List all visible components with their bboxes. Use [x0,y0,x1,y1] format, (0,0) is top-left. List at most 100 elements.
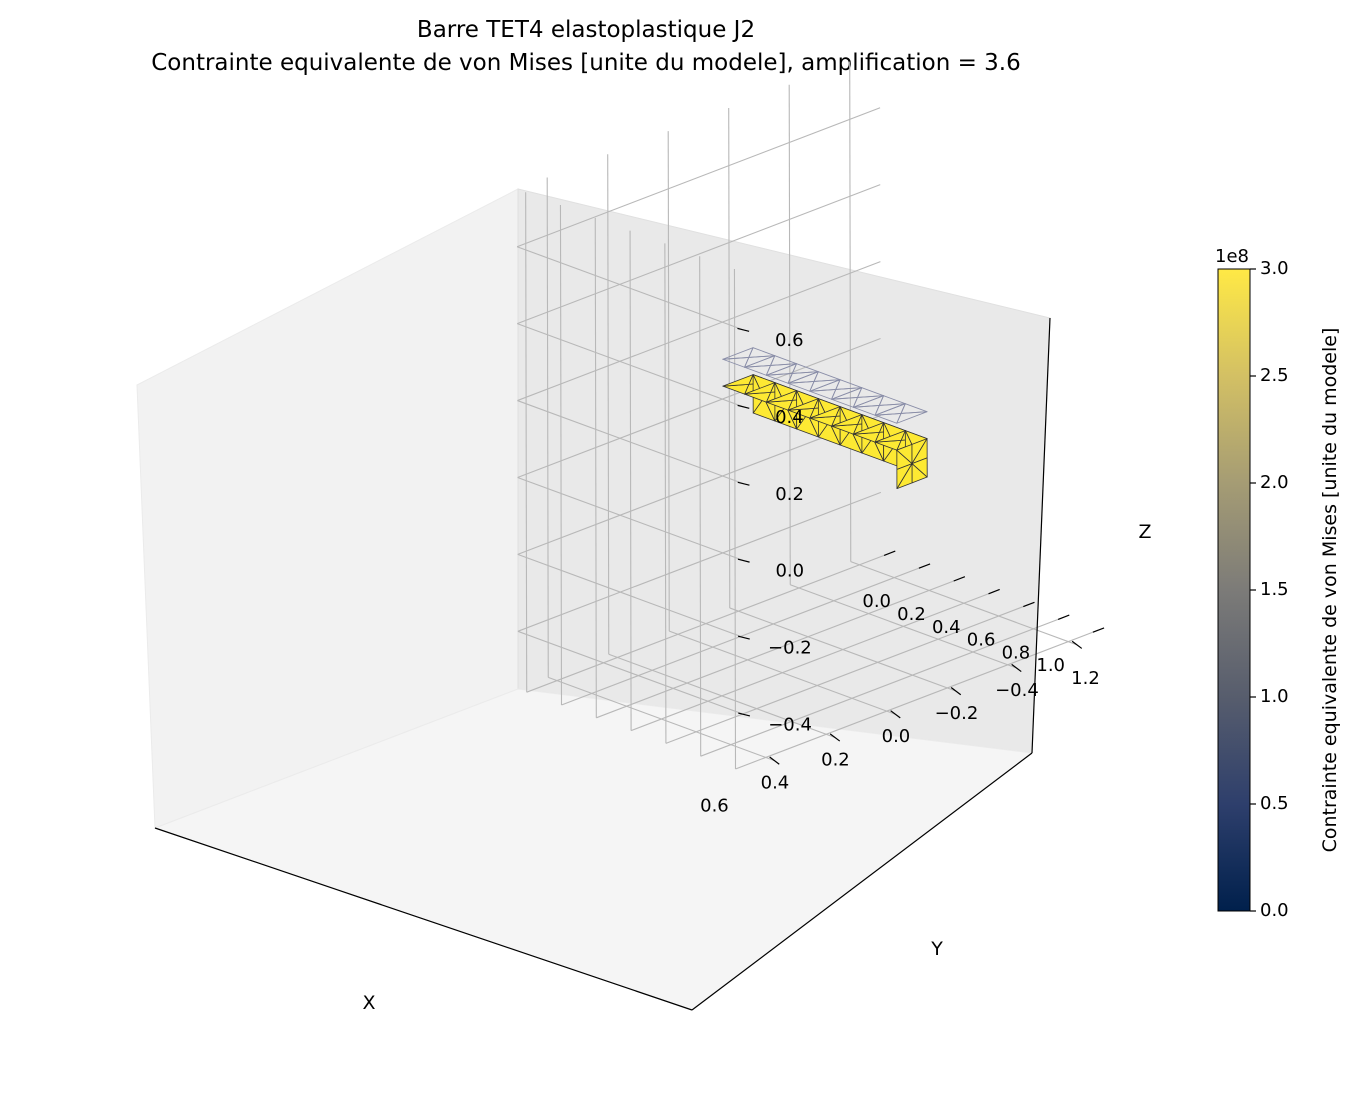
z-tick-label: 0.2 [775,484,804,505]
z-tick-mark [737,558,750,563]
colorbar-tick-label: 0.5 [1260,793,1289,814]
gridlines [516,61,1099,770]
x-axis-line [154,827,693,1011]
colorbar [1217,268,1251,912]
grid-x-back [699,256,702,757]
grid-z-back [517,323,744,408]
grid-x-floor [596,578,960,719]
grid-y-floor [729,607,957,692]
x-axis-label: X [362,992,375,1014]
grid-x-back [664,243,667,744]
z-tick-label: 0.4 [775,407,804,428]
x-tick-label: 0.6 [967,630,996,651]
grid-x-floor [735,629,1099,770]
y-tick-label: 0.0 [882,726,911,747]
grid-x-back [733,269,737,770]
chart-title-line1: Barre TET4 elastoplastique J2 [416,17,756,43]
y-ticks: −0.4 −0.2 0.0 0.2 0.4 0.6 [700,640,1083,817]
x-tick-mark [918,563,931,569]
grid-z-back [517,553,745,639]
x-tick-label: 0.4 [932,617,961,638]
y-tick-label: −0.2 [935,703,979,724]
y-tick-mark [950,687,962,696]
mesh-face-top [874,430,906,443]
mesh-face-top [765,390,797,403]
grid-y-left [546,177,549,678]
x-tick-mark [953,576,966,582]
grid-x-floor [526,552,890,693]
x-tick-label: 0.8 [1002,642,1031,663]
grid-z-back [517,400,744,485]
colorbar-ticks: 0.0 0.5 1.0 1.5 2.0 2.5 3.0 [1250,258,1289,921]
mesh-face-top [831,414,863,427]
grid-x-floor [630,591,995,732]
wire-tri [852,395,884,408]
chart-title: Barre TET4 elastoplastique J2 Contrainte… [0,14,1172,80]
grid-z-back [517,630,745,716]
y-axis-line [691,752,1033,1011]
grid-x-floor [665,603,1030,744]
z-tick-label: −0.2 [768,638,812,659]
y-tick-label: 0.6 [700,796,729,817]
x-tick-mark [1092,627,1105,633]
grid-x-back [559,205,563,706]
chart-title-line2: Contrainte equivalente de von Mises [uni… [151,50,1021,76]
z-axis-label: Z [1138,521,1151,543]
wire-tri [744,355,776,368]
colorbar-tick-label: 1.0 [1260,686,1289,707]
y-tick-mark [1071,640,1083,649]
wire-tri [722,347,754,360]
mesh-face-end [911,457,928,478]
x-tick-label: 0.0 [862,591,891,612]
z-tick-mark [737,481,750,486]
back-pane [517,188,1051,754]
y-tick-mark [890,710,901,719]
colorbar-tick-label: 1.5 [1260,579,1289,600]
y-axis-label: Y [930,938,943,960]
grid-y-floor [548,676,775,762]
x-tick-mark [1023,601,1035,608]
mesh-face-top [722,374,754,387]
x-tick-label: 0.2 [897,604,926,625]
mesh-face-top [787,398,819,411]
grid-y-floor [608,653,836,738]
mesh-face-top [852,422,884,435]
grid-z-left [517,491,882,632]
grid-z-left [517,414,881,555]
z-tick-mark [737,327,750,332]
wire-tri [831,387,863,400]
z-tick-mark [737,404,750,409]
grid-y-left [788,84,791,585]
grid-z-left [517,184,881,325]
grid-x-back [594,217,597,718]
z-ticks: −0.4 −0.2 0.0 0.2 0.4 0.6 [737,327,812,736]
mesh-face-top [744,382,776,395]
wire-tri [787,371,819,384]
grid-x-back [629,230,632,731]
y-tick-mark [769,756,780,765]
colorbar-tick-label: 2.5 [1260,365,1289,386]
grid-y-floor [850,561,1078,646]
y-tick-label: 0.2 [821,749,850,770]
wire-tri [874,403,906,416]
y-tick-label: 0.4 [761,772,790,793]
colorbar-tick-label: 2.0 [1260,472,1289,493]
y-tick-mark [829,733,841,742]
x-tick-mark [988,588,1000,595]
grid-y-left [667,131,670,632]
z-tick-label: 0.6 [775,330,804,351]
grid-z-left [517,261,881,402]
deformed-mesh [722,374,928,490]
grid-y-floor [669,630,896,715]
x-tick-mark [883,550,896,556]
colorbar-tick-label: 3.0 [1260,258,1289,279]
wire-tri [809,379,841,392]
grid-z-left [517,337,881,478]
wire-tri [765,363,797,376]
grid-y-left [728,107,731,608]
grid-z-left [516,107,881,248]
z-tick-mark [737,635,750,640]
grid-y-floor [790,584,1017,669]
grid-x-floor [700,616,1064,757]
